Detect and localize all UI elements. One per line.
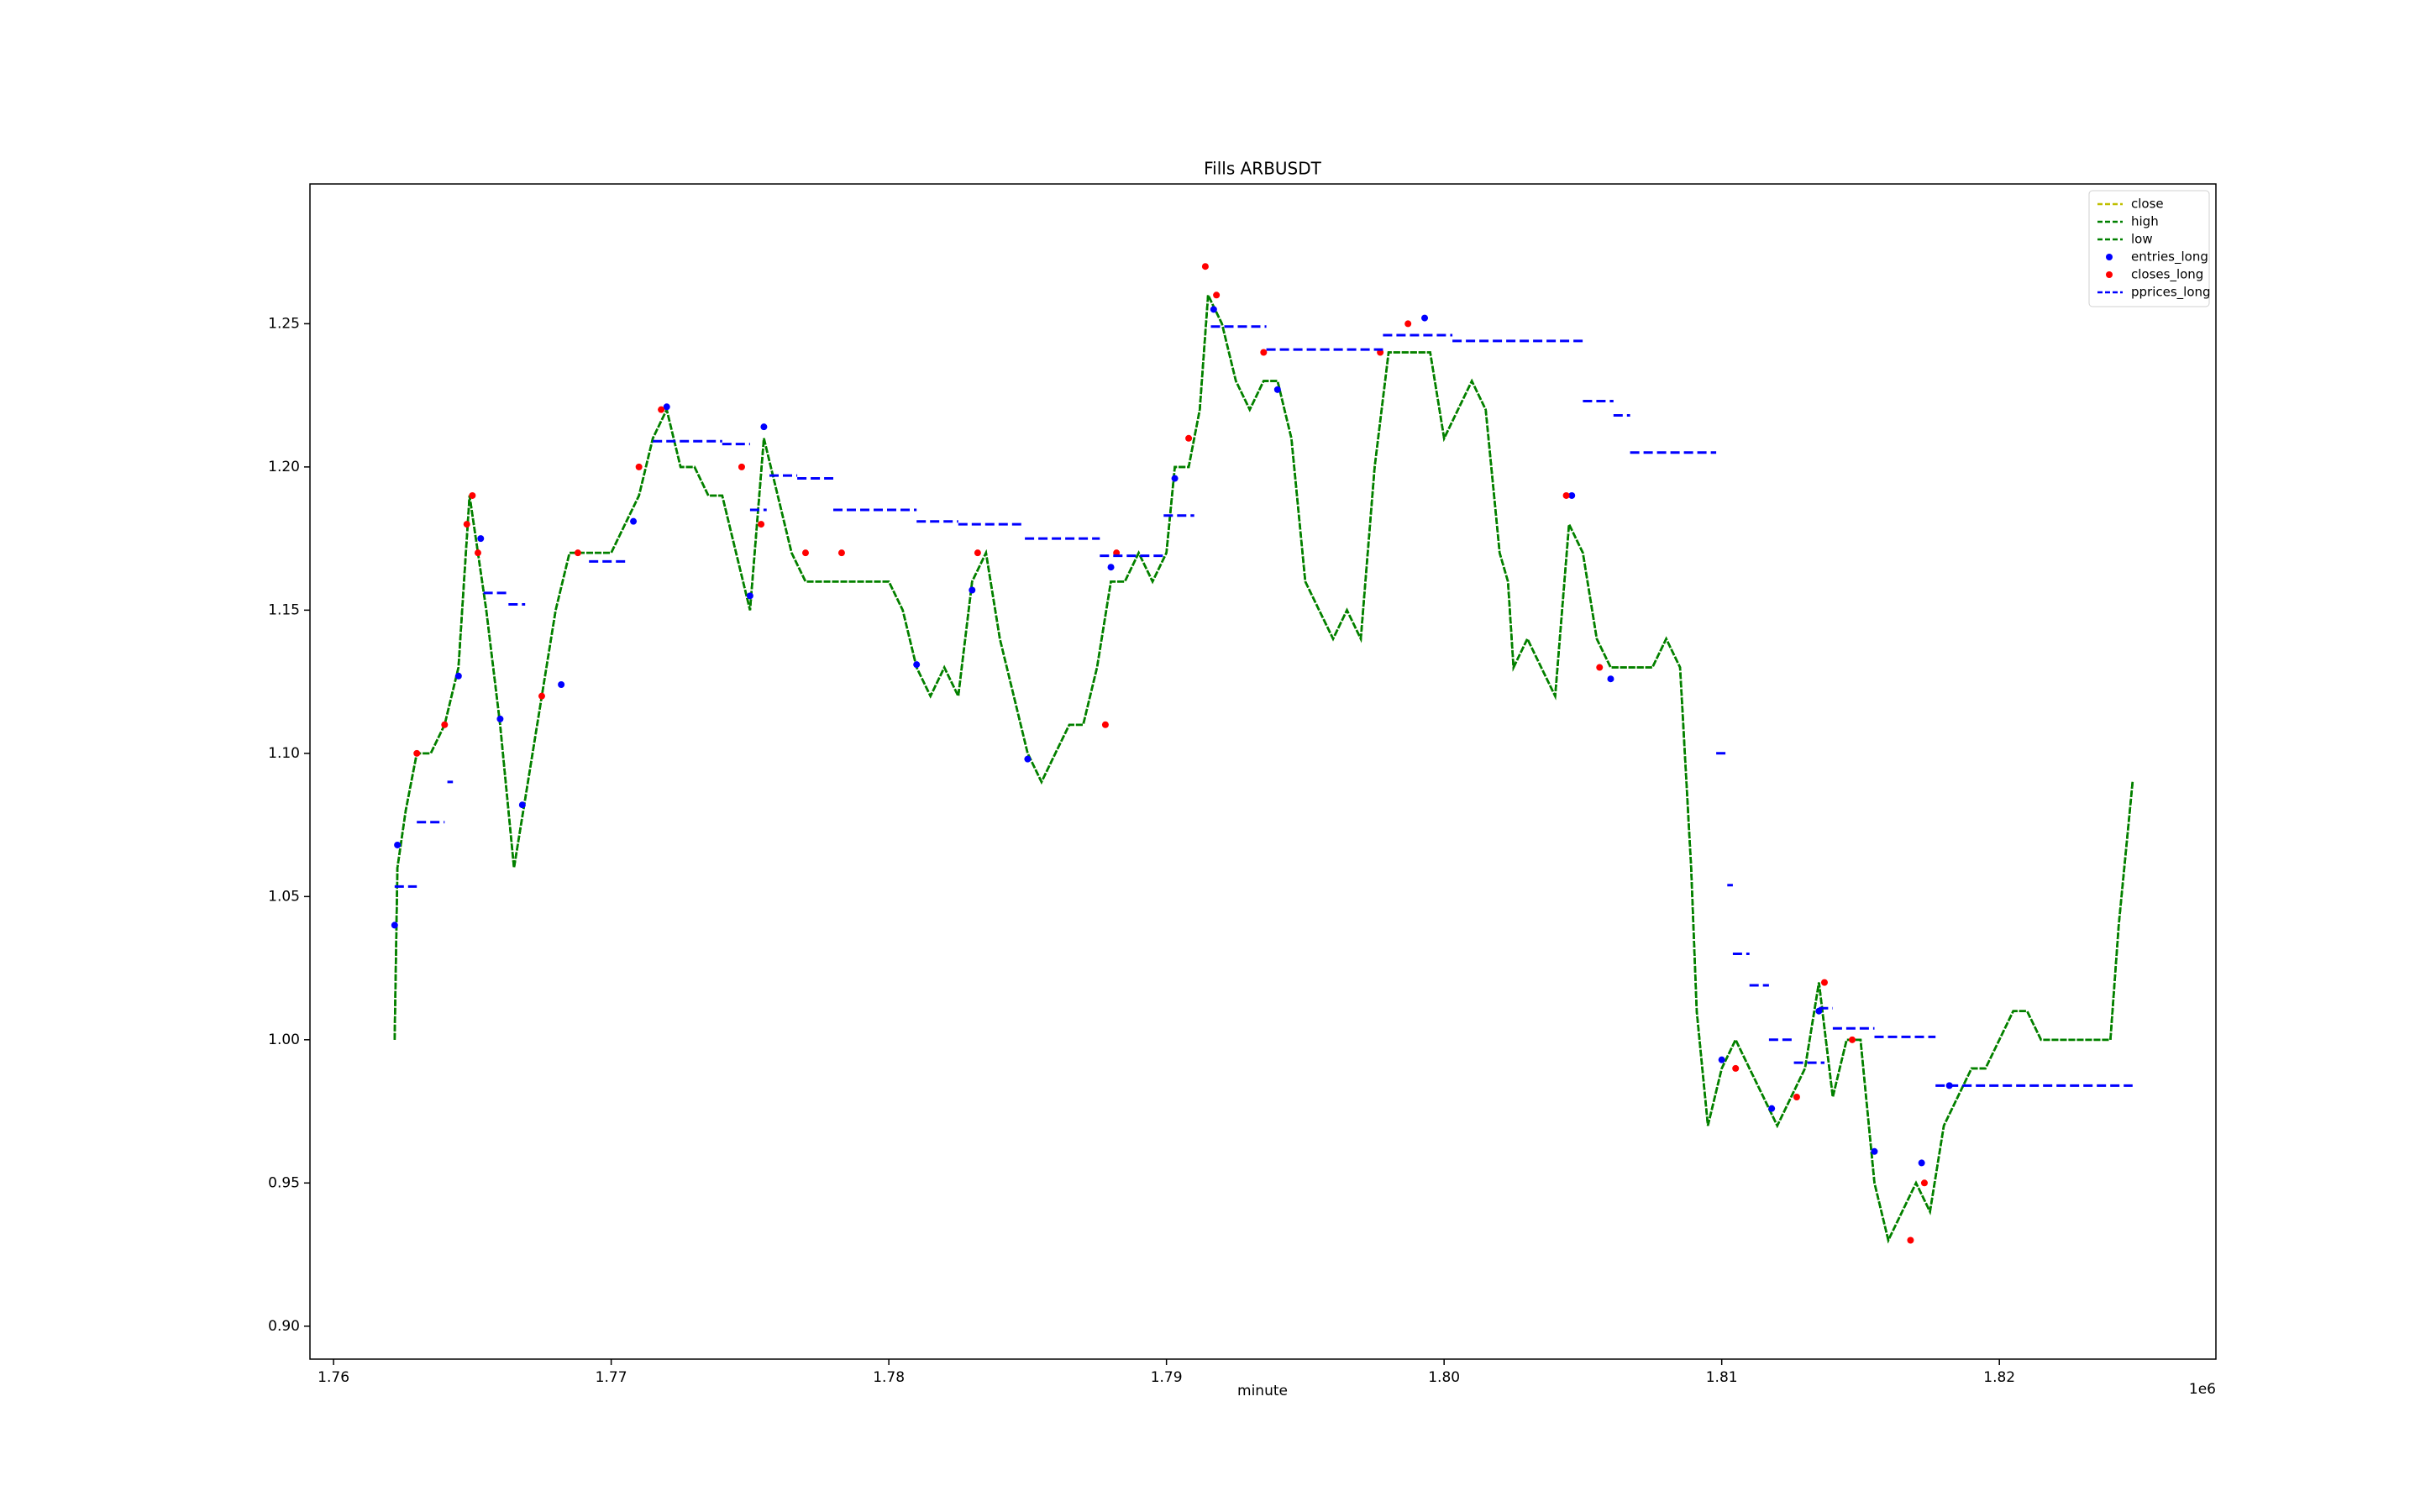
scatter-point xyxy=(1918,1159,1925,1167)
scatter-point xyxy=(663,403,670,411)
scatter-point xyxy=(463,521,470,528)
chart-title: Fills ARBUSDT xyxy=(1204,159,1322,179)
legend-label: close xyxy=(2131,197,2164,212)
scatter-point xyxy=(746,592,753,600)
scatter-point xyxy=(538,692,545,700)
scatter-point xyxy=(441,721,449,728)
legend-marker xyxy=(2106,271,2113,278)
scatter-point xyxy=(1210,306,1217,313)
scatter-point xyxy=(630,517,638,525)
x-axis-label: minute xyxy=(1237,1383,1288,1399)
x-tick-label: 1.80 xyxy=(1428,1369,1460,1386)
scatter-point xyxy=(1596,664,1604,671)
legend-label: entries_long xyxy=(2131,249,2208,265)
x-tick-label: 1.81 xyxy=(1706,1369,1738,1386)
legend-label: low xyxy=(2131,232,2153,247)
scatter-point xyxy=(913,661,921,669)
y-tick-label: 1.00 xyxy=(268,1032,300,1048)
series-line xyxy=(394,325,2133,1087)
scatter-point xyxy=(738,463,745,470)
scatter-point xyxy=(1273,386,1281,393)
y-tick-label: 1.20 xyxy=(268,459,300,475)
x-tick-label: 1.79 xyxy=(1151,1369,1183,1386)
scatter-point xyxy=(469,491,476,499)
legend-label: closes_long xyxy=(2131,267,2203,283)
y-tick-label: 1.25 xyxy=(268,315,300,332)
scatter-point xyxy=(574,549,581,557)
y-tick-label: 1.10 xyxy=(268,745,300,762)
scatter-point xyxy=(413,749,421,757)
plot-area xyxy=(391,263,2134,1244)
scatter-point xyxy=(801,549,809,557)
scatter-point xyxy=(496,715,504,722)
scatter-point xyxy=(558,681,565,689)
scatter-point xyxy=(1107,564,1115,571)
scatter-point xyxy=(1404,320,1412,328)
scatter-point xyxy=(1024,755,1032,763)
scatter-point xyxy=(1185,434,1193,442)
x-tick-label: 1.82 xyxy=(1983,1369,2015,1386)
scatter-point xyxy=(1871,1147,1878,1155)
scatter-point xyxy=(969,586,976,594)
scatter-point xyxy=(518,801,526,809)
scatter-point xyxy=(1732,1064,1740,1072)
scatter-point xyxy=(1562,491,1570,499)
x-tick-label: 1.78 xyxy=(873,1369,905,1386)
scatter-point xyxy=(1718,1056,1725,1063)
scatter-point xyxy=(394,841,402,848)
legend-label: high xyxy=(2131,214,2159,229)
y-tick-label: 0.95 xyxy=(268,1174,300,1191)
y-tick-label: 0.90 xyxy=(268,1318,300,1335)
scatter-point xyxy=(1101,721,1109,728)
axes-frame xyxy=(309,183,2217,1360)
legend-marker xyxy=(2106,254,2113,260)
scatter-point xyxy=(1793,1094,1800,1101)
scatter-point xyxy=(758,521,765,528)
scatter-point xyxy=(1213,291,1221,299)
x-tick-label: 1.76 xyxy=(318,1369,349,1386)
y-tick-label: 1.05 xyxy=(268,888,300,905)
legend-label: pprices_long xyxy=(2131,285,2211,301)
x-tick-label: 1.77 xyxy=(596,1369,627,1386)
scatter-point xyxy=(974,549,981,557)
scatter-point xyxy=(635,463,643,470)
scatter-point xyxy=(1907,1236,1914,1244)
scatter-point xyxy=(1421,314,1429,322)
scatter-point xyxy=(1768,1105,1776,1112)
scatter-point xyxy=(474,549,481,557)
scatter-point xyxy=(1260,349,1268,356)
y-tick-label: 1.15 xyxy=(268,601,300,618)
scatter-point xyxy=(1607,675,1614,683)
scatter-point xyxy=(1920,1179,1928,1187)
scatter-point xyxy=(658,406,665,413)
scatter-point xyxy=(760,423,768,431)
scatter-point xyxy=(477,535,485,543)
x-offset-label: 1e6 xyxy=(2189,1381,2216,1398)
scatter-point xyxy=(1568,491,1576,499)
scatter-point xyxy=(1849,1036,1856,1043)
scatter-point xyxy=(1820,979,1828,986)
legend-box xyxy=(2088,190,2210,307)
scatter-point xyxy=(454,672,462,680)
scatter-point xyxy=(837,549,845,557)
scatter-point xyxy=(1171,475,1179,482)
scatter-point xyxy=(391,921,398,929)
scatter-point xyxy=(1201,263,1209,270)
